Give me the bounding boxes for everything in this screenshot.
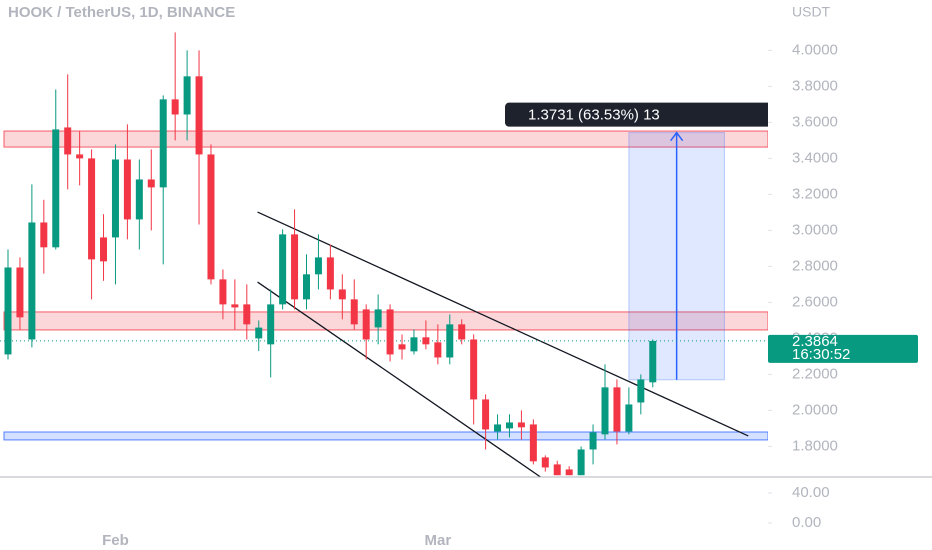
candle-body (303, 274, 310, 300)
measure-label: 1.3731 (63.53%) 13 (528, 107, 660, 124)
candle-body (4, 267, 12, 355)
candle-body (76, 154, 84, 159)
candle-body (637, 379, 645, 403)
y-tick-label: 2.0000 (792, 401, 838, 418)
candle-body (267, 304, 275, 345)
candle-body (52, 129, 60, 248)
candle-body (625, 404, 633, 432)
candle-body (446, 324, 454, 358)
candle-body (195, 76, 203, 155)
y-tick-label: 3.2000 (792, 185, 838, 202)
candle-body (40, 222, 48, 248)
candle-body (362, 309, 370, 340)
candle-body (398, 344, 406, 350)
candle-body (505, 422, 513, 429)
y-tick-label: 1.8000 (792, 437, 838, 454)
countdown-label: 16:30:52 (792, 346, 850, 363)
lower-tick-label: 40.00 (792, 484, 830, 501)
candle-body (470, 339, 478, 400)
candle-body (135, 179, 143, 220)
candle-body (494, 424, 502, 432)
candle-body (16, 267, 24, 318)
axes: 4.0000 3.8000 3.6000 3.4000 3.2000 3.0000 2.80… (0, 41, 932, 549)
candle-body (517, 422, 525, 428)
candle-body (422, 337, 430, 345)
candle-body (326, 257, 334, 290)
candle-body (123, 159, 131, 220)
candle-body (649, 340, 657, 383)
candle-body (529, 424, 537, 462)
candle-body (553, 464, 561, 476)
candle-body (207, 154, 215, 280)
measure-arrowhead (670, 131, 684, 142)
candle-body (541, 457, 549, 468)
y-axis-label: USDT (792, 4, 831, 20)
candle-body (601, 387, 609, 435)
y-tick-label: 2.2000 (792, 365, 838, 382)
y-tick-label: 2.8000 (792, 257, 838, 274)
plot-area: 1.3731 (63.53%) 13 (0, 32, 768, 477)
y-tick-label: 4.0000 (792, 41, 838, 58)
candle-body (410, 337, 418, 352)
candle-body (434, 342, 442, 358)
zone (3, 311, 768, 331)
trendline (257, 211, 749, 437)
candle-body (338, 289, 346, 300)
candle-body (159, 99, 167, 188)
candle-body (88, 158, 96, 260)
candle-body (64, 127, 72, 155)
zone (3, 130, 768, 148)
y-tick-label: 3.6000 (792, 113, 838, 130)
zone (3, 431, 768, 441)
last-price-tag (768, 334, 918, 363)
candle-body (374, 309, 382, 328)
x-tick-label: Mar (424, 532, 451, 549)
y-tick-label: 3.4000 (792, 149, 838, 166)
candle-body (350, 299, 358, 325)
candle-body (147, 179, 155, 188)
candle-body (28, 222, 36, 340)
candle-body (314, 257, 322, 275)
measure-label-box (505, 102, 768, 127)
candle-body (111, 159, 119, 238)
lower-tick-label: 0.00 (792, 514, 821, 531)
candle-body (291, 234, 299, 300)
candle-body (279, 234, 287, 305)
candle-body (458, 324, 466, 340)
candle-body (386, 309, 394, 355)
trendline (257, 281, 541, 477)
candle-body (482, 399, 490, 430)
candle-body (577, 449, 585, 476)
candle-body (231, 304, 239, 308)
y-tick-label: 2.6000 (792, 293, 838, 310)
candle-body (243, 304, 251, 325)
candle-body (565, 469, 573, 476)
last-price-label: 2.3864 (792, 333, 838, 350)
candle-body (255, 327, 263, 339)
chart-title: HOOK / TetherUS, 1D, BINANCE (8, 4, 235, 21)
x-tick-label: Feb (102, 532, 129, 549)
candle-body (219, 279, 227, 305)
candle-body (183, 76, 191, 115)
y-tick-label: 3.0000 (792, 221, 838, 238)
y-tick-label: 3.8000 (792, 77, 838, 94)
candle-body (171, 99, 179, 115)
candle-body (613, 387, 621, 432)
candle-body (100, 237, 108, 262)
candle-body (589, 432, 597, 450)
